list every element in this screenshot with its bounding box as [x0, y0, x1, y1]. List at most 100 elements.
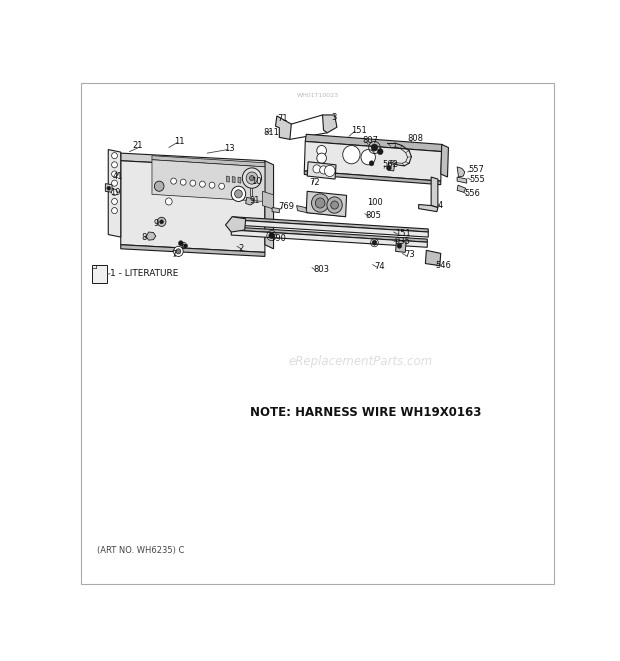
Circle shape [190, 180, 196, 186]
Text: 11: 11 [174, 137, 184, 146]
Circle shape [112, 153, 117, 159]
Polygon shape [305, 134, 443, 151]
Circle shape [209, 182, 215, 188]
Circle shape [112, 171, 117, 177]
Polygon shape [108, 149, 121, 237]
Polygon shape [232, 217, 428, 232]
Polygon shape [152, 156, 265, 167]
Polygon shape [418, 204, 438, 212]
Polygon shape [238, 177, 241, 183]
Polygon shape [304, 141, 441, 181]
Circle shape [179, 241, 184, 246]
Circle shape [320, 166, 327, 174]
Text: 74: 74 [374, 262, 385, 270]
Polygon shape [231, 230, 427, 247]
Text: 21: 21 [133, 141, 143, 150]
Text: 7: 7 [172, 251, 177, 259]
Polygon shape [441, 145, 448, 177]
Text: 10: 10 [251, 176, 262, 186]
Text: WH01T10023: WH01T10023 [297, 93, 339, 98]
Text: 811: 811 [264, 128, 280, 137]
Circle shape [316, 198, 325, 208]
Polygon shape [457, 177, 467, 183]
Text: 91: 91 [250, 196, 260, 205]
Text: NOTE: HARNESS WIRE WH19X0163: NOTE: HARNESS WIRE WH19X0163 [250, 407, 482, 419]
Circle shape [361, 149, 375, 165]
Circle shape [112, 180, 117, 186]
Polygon shape [232, 220, 428, 237]
Text: 9: 9 [153, 219, 159, 228]
Circle shape [184, 244, 187, 248]
Text: 151: 151 [352, 126, 367, 135]
Circle shape [112, 208, 117, 214]
Circle shape [249, 176, 254, 180]
Circle shape [234, 190, 242, 198]
Text: eReplacementParts.com: eReplacementParts.com [289, 356, 433, 368]
Circle shape [268, 233, 275, 239]
Polygon shape [272, 208, 279, 213]
Circle shape [176, 249, 181, 254]
Polygon shape [388, 163, 394, 171]
Text: 1 - LITERATURE: 1 - LITERATURE [110, 269, 179, 278]
Polygon shape [232, 176, 235, 182]
Polygon shape [121, 161, 265, 253]
Circle shape [242, 168, 262, 188]
Polygon shape [105, 184, 112, 192]
Circle shape [397, 243, 402, 249]
Circle shape [166, 198, 172, 205]
Text: 13: 13 [224, 143, 235, 153]
Text: 41: 41 [113, 171, 123, 180]
Circle shape [317, 153, 326, 163]
Text: 3: 3 [331, 113, 337, 122]
Polygon shape [146, 232, 156, 240]
Polygon shape [121, 153, 265, 169]
Polygon shape [226, 217, 246, 232]
Polygon shape [246, 198, 254, 205]
Circle shape [246, 172, 258, 184]
Text: 935: 935 [394, 237, 410, 246]
Circle shape [369, 161, 374, 166]
Text: 769: 769 [278, 202, 294, 211]
Polygon shape [296, 206, 307, 213]
Circle shape [327, 197, 342, 214]
Circle shape [107, 186, 110, 190]
Polygon shape [152, 160, 265, 202]
Circle shape [317, 145, 326, 156]
Circle shape [330, 201, 339, 209]
Circle shape [160, 220, 164, 224]
Circle shape [343, 145, 360, 164]
Text: 73: 73 [404, 251, 415, 259]
Text: 100: 100 [367, 198, 383, 208]
Polygon shape [457, 167, 465, 177]
Polygon shape [307, 162, 336, 179]
Polygon shape [92, 265, 107, 283]
Circle shape [112, 162, 117, 168]
Text: 808: 808 [407, 134, 423, 143]
Circle shape [112, 198, 117, 204]
Text: 151: 151 [395, 229, 411, 237]
Text: (ART NO. WH6235) C: (ART NO. WH6235) C [97, 545, 184, 555]
Polygon shape [262, 191, 273, 209]
Circle shape [313, 165, 321, 173]
Circle shape [180, 179, 186, 185]
Text: 790: 790 [271, 233, 286, 243]
Text: 557: 557 [468, 165, 484, 175]
Circle shape [386, 165, 391, 171]
Circle shape [112, 189, 117, 196]
Polygon shape [275, 116, 291, 139]
Text: 546: 546 [435, 260, 451, 270]
Circle shape [324, 165, 335, 176]
Text: 555: 555 [469, 175, 485, 184]
Circle shape [231, 186, 246, 202]
Polygon shape [231, 227, 427, 242]
Polygon shape [431, 177, 438, 208]
Polygon shape [306, 191, 347, 217]
Circle shape [378, 149, 383, 155]
Polygon shape [322, 115, 337, 133]
Text: 19: 19 [110, 188, 120, 198]
Polygon shape [121, 245, 265, 256]
Circle shape [311, 194, 329, 212]
Polygon shape [226, 176, 229, 182]
Circle shape [219, 183, 224, 189]
Circle shape [154, 181, 164, 191]
